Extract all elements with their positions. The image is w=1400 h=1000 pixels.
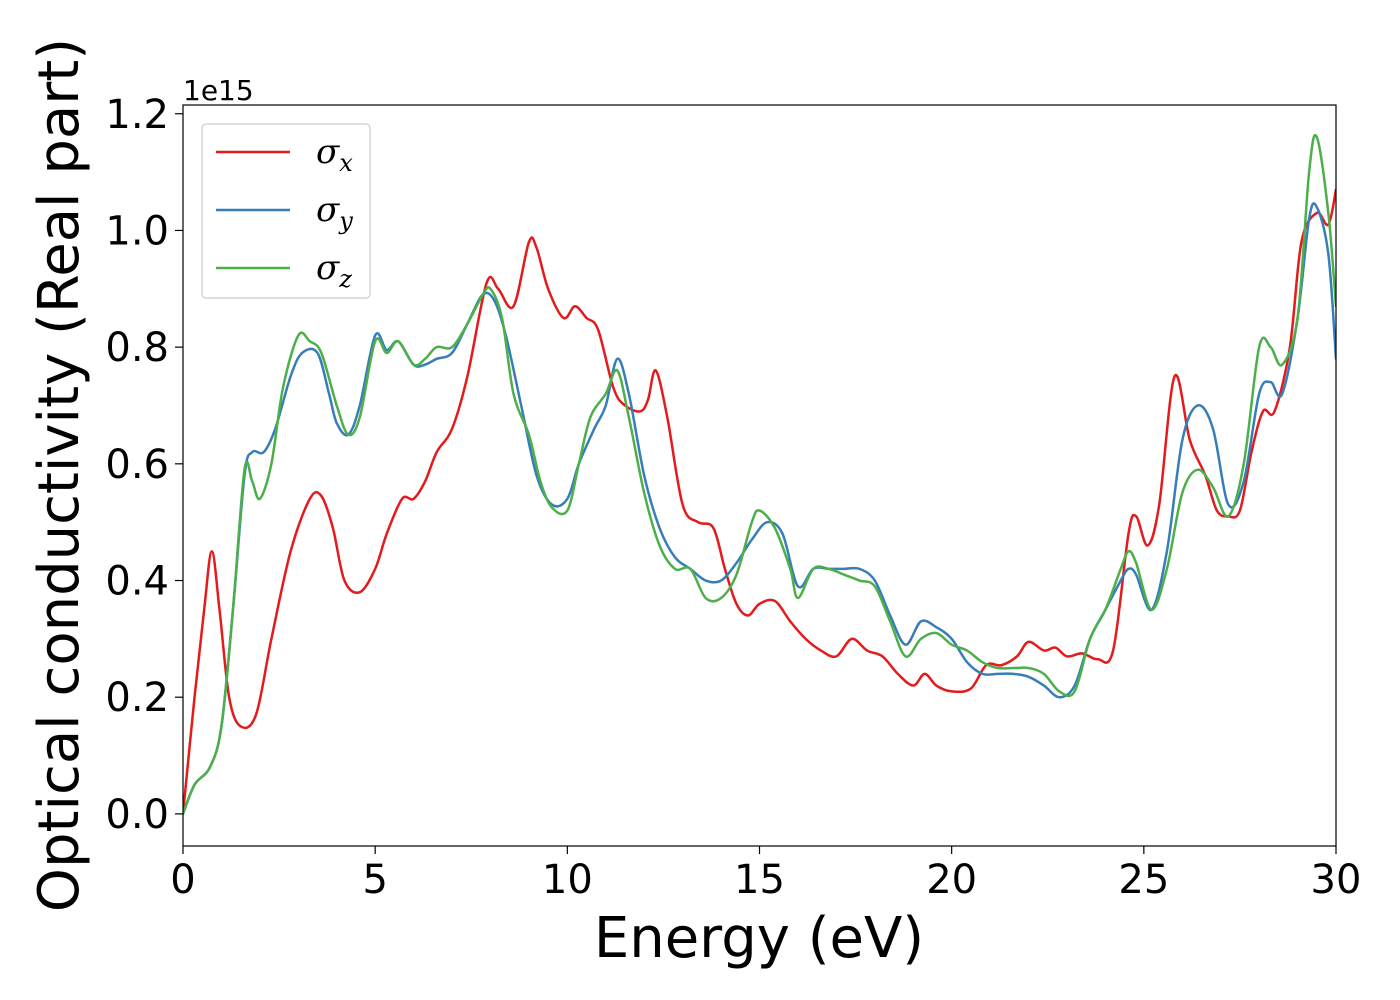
y-offset-label: 1e15	[183, 74, 254, 107]
x-axis-label: Energy (eV)	[594, 906, 924, 971]
series-line-z	[183, 134, 1336, 816]
x-tick-label: 5	[362, 857, 387, 903]
series-line-x	[183, 188, 1336, 816]
y-tick-label: 0.4	[105, 559, 169, 605]
x-tick-label: 10	[542, 857, 593, 903]
y-tick-label: 0.0	[105, 792, 169, 838]
y-tick-label: 0.8	[105, 325, 169, 371]
legend-label-z: σz	[316, 248, 352, 293]
series-layer	[183, 134, 1336, 816]
legend-label-x: σx	[316, 132, 353, 177]
y-axis-ticks: 0.0 0.2 0.4 0.6 0.8 1.0 1.2	[105, 92, 183, 838]
legend: σx σy σz	[201, 123, 371, 299]
y-tick-label: 1.0	[105, 208, 169, 254]
y-tick-label: 0.2	[105, 675, 169, 721]
x-tick-label: 30	[1311, 857, 1362, 903]
x-tick-label: 20	[926, 857, 977, 903]
x-tick-label: 0	[170, 857, 195, 903]
y-axis-label: Optical conductivity (Real part)	[27, 38, 92, 912]
y-tick-label: 1.2	[105, 92, 169, 138]
legend-label-y: σy	[316, 190, 353, 235]
x-tick-label: 25	[1118, 857, 1169, 903]
x-tick-label: 15	[734, 857, 785, 903]
y-tick-label: 0.6	[105, 442, 169, 488]
series-line-y	[183, 202, 1336, 816]
x-axis-ticks: 0 5 10 15 20 25 30	[170, 846, 1361, 903]
